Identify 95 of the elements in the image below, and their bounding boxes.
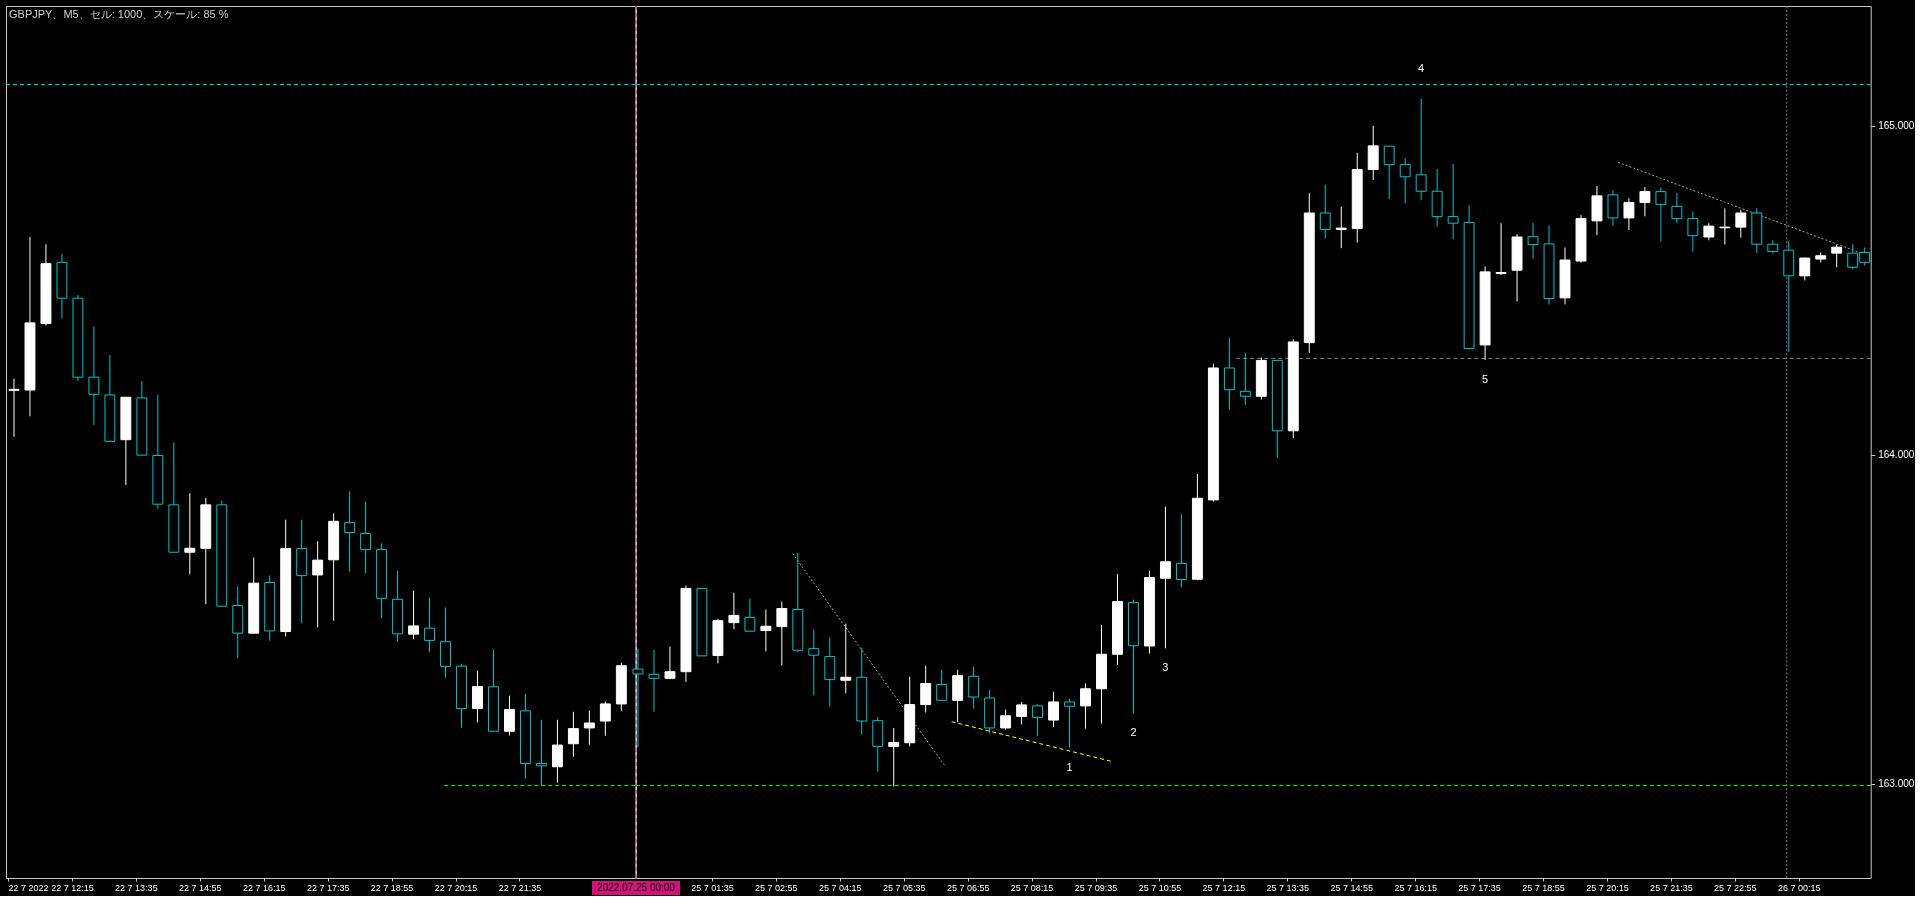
x-tick-label: 25 7 09:35	[1074, 882, 1118, 893]
candlestick	[1623, 197, 1635, 231]
candlestick	[824, 636, 836, 708]
x-tick-label: 25 7 05:35	[882, 882, 926, 893]
x-tick-label: 22 7 13:35	[115, 882, 158, 893]
candlestick	[504, 695, 515, 737]
candlestick	[1000, 709, 1012, 731]
candlestick	[312, 540, 324, 628]
x-tick-label: 25 7 13:35	[1266, 882, 1310, 893]
candlestick	[599, 701, 611, 737]
candlestick	[664, 646, 676, 680]
x-tick-label: 26 7 00:15	[1777, 882, 1821, 893]
x-tick-label: 22 7 20:15	[434, 882, 478, 893]
candlestick	[888, 727, 900, 788]
candlestick	[1447, 163, 1459, 240]
candlestick	[1080, 683, 1091, 730]
x-tick-label: 25 7 21:35	[1650, 882, 1693, 893]
candlestick	[1671, 192, 1683, 224]
candlestick	[88, 326, 100, 426]
candlestick	[1831, 244, 1843, 268]
x-tick-label: 25 7 16:15	[1394, 882, 1437, 893]
x-tick-label: 25 7 04:15	[819, 882, 862, 893]
candlestick	[535, 719, 547, 786]
candlestick	[1032, 703, 1044, 737]
candlestick	[424, 597, 435, 653]
x-tick-label: 25 7 10:55	[1138, 882, 1182, 893]
candlestick	[632, 648, 644, 748]
candlestick	[1335, 206, 1347, 249]
y-tick-label: 164.000	[1878, 449, 1915, 461]
candlestick	[1159, 506, 1171, 649]
candlestick	[1367, 125, 1379, 181]
candlestick	[1687, 211, 1699, 253]
x-tick-label: 25 7 06:55	[946, 882, 990, 893]
candlestick	[8, 377, 20, 438]
y-tick-label: 163.000	[1878, 778, 1915, 790]
candlestick	[744, 598, 756, 632]
candlestick	[1175, 513, 1187, 588]
candlestick	[920, 665, 932, 713]
candlestick	[776, 601, 788, 666]
candlestick	[808, 629, 820, 696]
x-tick-label: 22 7 2022	[8, 882, 49, 893]
candlestick	[408, 590, 420, 640]
candlestick	[1239, 352, 1251, 406]
annotation: 3	[1162, 661, 1169, 674]
candlestick	[728, 592, 740, 630]
ref-line-label: 2022.07.25 00:00	[597, 882, 676, 893]
x-tick-label: 22 7 16:15	[242, 882, 286, 893]
candlestick	[1048, 691, 1060, 728]
y-tick-label: 165.000	[1878, 120, 1915, 132]
candlestick	[184, 492, 196, 575]
x-tick-label: 25 7 02:55	[755, 882, 798, 893]
annotation: 4	[1418, 61, 1425, 74]
candlestick	[1719, 207, 1731, 246]
candlestick	[1399, 157, 1411, 204]
candlestick	[1415, 98, 1427, 201]
annotation: 2	[1130, 726, 1137, 739]
candlestick	[1655, 187, 1667, 243]
candlestick	[1639, 186, 1651, 217]
candlestick	[551, 719, 563, 784]
candlestick	[1799, 256, 1811, 281]
x-tick-label: 22 7 12:15	[51, 882, 94, 893]
x-tick-label: 25 7 22:55	[1714, 882, 1757, 893]
x-tick-label: 25 7 14:55	[1330, 882, 1374, 893]
candlestick	[1064, 698, 1075, 749]
candlestick	[344, 490, 356, 573]
x-tick-label: 25 7 20:15	[1586, 882, 1629, 893]
candlestick	[567, 711, 579, 758]
candlestick	[648, 649, 660, 713]
candlestick	[760, 608, 772, 653]
candlestick	[1319, 184, 1331, 239]
x-tick-label: 22 7 17:35	[306, 882, 350, 893]
x-tick-label: 25 7 17:35	[1458, 882, 1501, 893]
chart-title: GBPJPY、M5、セル: 1000、スケール: 85 %	[9, 8, 229, 20]
x-tick-label: 25 7 12:15	[1202, 882, 1246, 893]
x-tick-label: 25 7 18:55	[1522, 882, 1565, 893]
x-tick-label: 25 7 01:35	[691, 882, 734, 893]
x-tick-label: 22 7 14:55	[179, 882, 222, 893]
candlestick	[1735, 209, 1747, 239]
candlestick	[1495, 222, 1507, 276]
annotation: 5	[1482, 373, 1489, 386]
x-tick-label: 22 7 18:55	[370, 882, 414, 893]
candlestick	[1383, 145, 1395, 200]
x-tick-label: 22 7 21:35	[498, 882, 542, 893]
candlestick	[472, 670, 483, 723]
candlestick	[968, 666, 980, 710]
candlestick	[936, 669, 948, 701]
candlestick	[1527, 222, 1539, 260]
candlestick	[1016, 701, 1028, 725]
candlestick	[840, 623, 852, 694]
candlestick	[360, 501, 372, 574]
annotation: 1	[1066, 760, 1073, 773]
candlestick	[583, 710, 595, 746]
candlestick	[1607, 189, 1619, 227]
candlestick	[1223, 337, 1235, 411]
x-tick-label: 25 7 08:15	[1010, 882, 1054, 893]
